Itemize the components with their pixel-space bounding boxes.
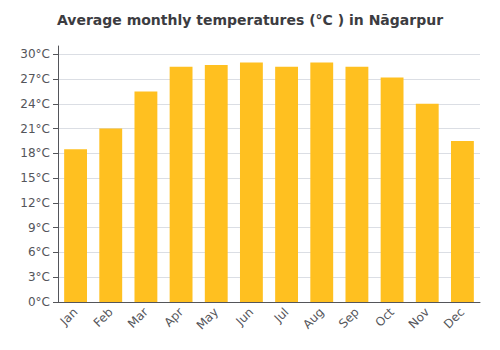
- svg-text:Jun: Jun: [233, 305, 257, 329]
- svg-text:12°C: 12°C: [20, 196, 50, 210]
- svg-text:Average monthly temperatures (: Average monthly temperatures (°C ) in Nā…: [57, 12, 443, 28]
- svg-text:Apr: Apr: [161, 305, 186, 330]
- svg-text:18°C: 18°C: [20, 146, 50, 160]
- svg-text:Mar: Mar: [125, 305, 151, 331]
- svg-text:30°C: 30°C: [20, 47, 50, 61]
- svg-text:27°C: 27°C: [20, 72, 50, 86]
- svg-text:Jan: Jan: [57, 305, 81, 329]
- svg-text:Feb: Feb: [91, 305, 116, 330]
- svg-text:21°C: 21°C: [20, 122, 50, 136]
- svg-text:6°C: 6°C: [28, 245, 50, 259]
- svg-text:3°C: 3°C: [28, 270, 50, 284]
- svg-text:Sep: Sep: [336, 305, 362, 331]
- svg-text:Aug: Aug: [300, 305, 326, 331]
- svg-text:0°C: 0°C: [28, 295, 50, 309]
- svg-text:9°C: 9°C: [28, 221, 50, 235]
- svg-text:24°C: 24°C: [20, 97, 50, 111]
- svg-text:May: May: [194, 305, 221, 332]
- svg-text:15°C: 15°C: [20, 171, 50, 185]
- svg-text:Dec: Dec: [441, 305, 467, 331]
- svg-text:Oct: Oct: [372, 305, 397, 330]
- svg-text:Jul: Jul: [271, 305, 292, 326]
- svg-text:Nov: Nov: [406, 305, 432, 331]
